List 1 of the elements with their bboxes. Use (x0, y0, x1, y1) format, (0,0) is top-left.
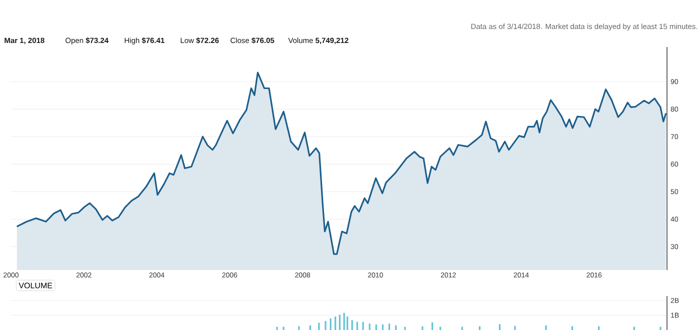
chart-title: VOLUME (18, 282, 52, 288)
